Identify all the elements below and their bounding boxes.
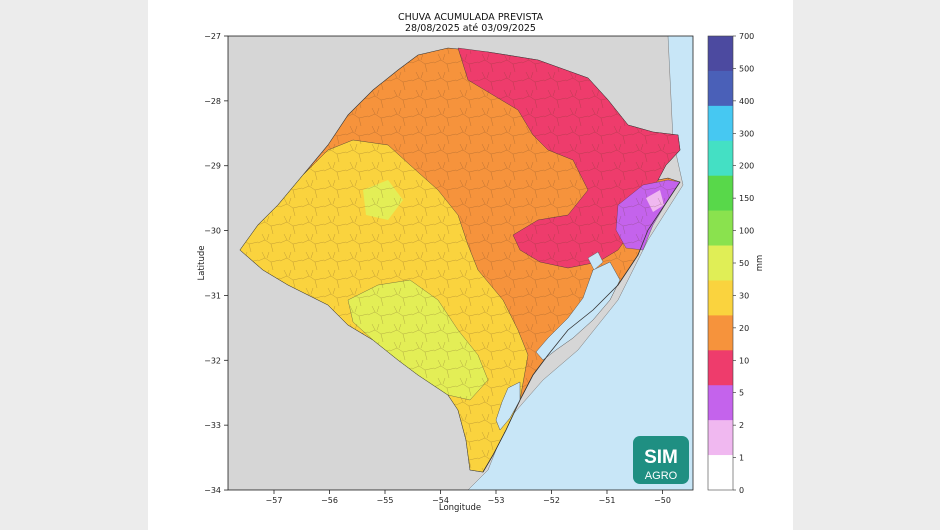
- y-axis-label: Latitude: [197, 246, 207, 281]
- colorbar-label: 400: [739, 97, 754, 106]
- colorbar-band: [708, 420, 733, 456]
- lagoa-mirim: [495, 381, 521, 431]
- x-tick-label: −51: [599, 496, 616, 505]
- map-figure: CHUVA ACUMULADA PREVISTA 28/08/2025 até …: [148, 0, 793, 530]
- x-tick-label: −56: [321, 496, 338, 505]
- logo-background: [633, 436, 689, 484]
- colorbar-label: 100: [739, 227, 754, 236]
- colorbar-band: [708, 315, 733, 351]
- colorbar-label: 10: [739, 356, 749, 365]
- colorbar-band: [708, 70, 733, 107]
- colorbar-band: [708, 175, 733, 211]
- colorbar-band: [708, 36, 733, 72]
- lagoa-dos-patos: [535, 261, 621, 361]
- colorbar-label: 20: [739, 324, 749, 333]
- logo-line2: AGRO: [645, 470, 678, 482]
- colorbar-label: 700: [739, 32, 754, 41]
- logo-line1: SIM: [644, 447, 678, 468]
- x-axis-label: Longitude: [439, 503, 481, 513]
- colorbar-label: 1: [739, 454, 744, 463]
- colorbar-band: [708, 140, 733, 176]
- y-tick-label: −28: [204, 97, 221, 106]
- coastline: [482, 181, 681, 473]
- colorbar-label: 300: [739, 129, 754, 138]
- x-tick-label: −57: [266, 496, 283, 505]
- colorbar-label: 0: [739, 486, 744, 495]
- y-tick-label: −31: [204, 291, 221, 300]
- colorbar-label: 150: [739, 194, 754, 203]
- y-axis: −27 −28 −29 −30 −31 −32 −33 −34: [204, 32, 228, 495]
- y-tick-label: −32: [204, 356, 221, 365]
- map-title: CHUVA ACUMULADA PREVISTA: [397, 12, 544, 23]
- sim-agro-logo: SIM AGRO: [633, 436, 689, 484]
- guaiba-lake: [587, 251, 604, 271]
- colorbar-band: [708, 245, 733, 281]
- map-svg: −57 −56 −55 −54 −53 −52 −51 −50 −27 −28 −29 −30 −31…: [197, 32, 765, 513]
- colorbar-band: [708, 280, 733, 316]
- colorbar-band: [708, 455, 733, 491]
- plot-frame: [227, 35, 694, 491]
- colorbar-label: 5: [739, 389, 744, 398]
- x-tick-label: −55: [377, 496, 394, 505]
- x-tick-label: −53: [488, 496, 505, 505]
- colorbar-label: 2: [739, 421, 744, 430]
- colorbar-band: [708, 105, 733, 142]
- colorbar-label: 200: [739, 162, 754, 171]
- y-tick-label: −34: [204, 486, 221, 495]
- colorbar-label: 500: [739, 64, 754, 73]
- colorbar-band: [708, 385, 733, 421]
- map-subtitle: 28/08/2025 até 03/09/2025: [405, 23, 536, 34]
- y-tick-label: −27: [204, 32, 221, 41]
- colorbar-band: [708, 350, 733, 386]
- x-tick-label: −50: [654, 496, 671, 505]
- y-tick-label: −33: [204, 421, 221, 430]
- colorbar-band: [708, 210, 733, 246]
- x-tick-label: −52: [543, 496, 560, 505]
- x-tick-label: −54: [432, 496, 449, 505]
- colorbar-label: 30: [739, 291, 749, 300]
- municipal-boundaries: [240, 48, 680, 472]
- y-tick-label: −30: [204, 227, 221, 236]
- colorbar-unit: mm: [755, 255, 765, 272]
- colorbar-label: 50: [739, 259, 749, 268]
- x-axis: −57 −56 −55 −54 −53 −52 −51 −50: [266, 490, 671, 505]
- y-tick-label: −29: [204, 162, 221, 171]
